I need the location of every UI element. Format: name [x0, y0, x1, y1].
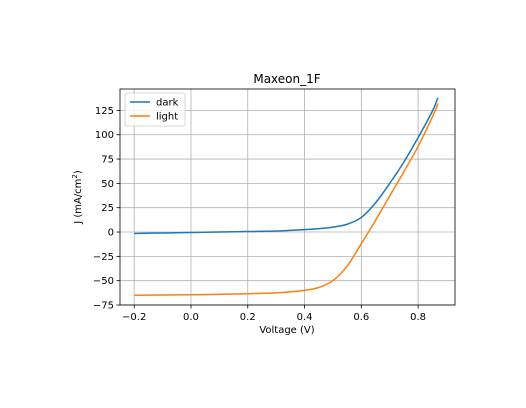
y-axis-label-close: ): [73, 170, 84, 174]
y-tick-label: 50: [101, 179, 114, 190]
y-tick-label: −25: [93, 252, 114, 263]
x-tick-label: −0.2: [122, 312, 146, 323]
x-tick-label: 0.8: [410, 312, 426, 323]
x-axis-label: Voltage (V): [259, 325, 314, 336]
x-tick-label: 0.6: [353, 312, 369, 323]
grid-lines: [120, 89, 455, 306]
y-axis-label: J (mA/cm2): [71, 170, 84, 225]
series-line-light: [134, 103, 439, 297]
x-tick-label: 0.2: [240, 312, 256, 323]
chart-title: Maxeon_1F: [253, 72, 320, 86]
y-axis-label-main: J (mA/cm: [73, 179, 84, 225]
y-tick-label: 125: [95, 106, 114, 117]
x-tick-label: 0.4: [297, 312, 313, 323]
x-axis-ticks: −0.2 0.0 0.2 0.4 0.6 0.8: [122, 305, 426, 323]
y-tick-label: −50: [93, 276, 114, 287]
series-lines: [134, 97, 439, 297]
legend-label-dark: dark: [156, 98, 179, 109]
y-tick-label: 100: [95, 130, 114, 141]
y-tick-label: 75: [101, 155, 114, 166]
y-tick-label: 0: [108, 228, 114, 239]
series-line-dark: [134, 97, 439, 235]
plot-area-frame: [119, 88, 456, 306]
y-tick-label: −75: [93, 301, 114, 312]
y-axis-ticks: −75 −50 −25 0 25 50 75 100 125: [93, 106, 120, 312]
legend: dark light: [124, 92, 186, 127]
legend-label-light: light: [156, 112, 178, 123]
x-tick-label: 0.0: [183, 312, 199, 323]
y-tick-label: 25: [101, 203, 114, 214]
y-axis-label-superscript: 2: [71, 174, 79, 178]
